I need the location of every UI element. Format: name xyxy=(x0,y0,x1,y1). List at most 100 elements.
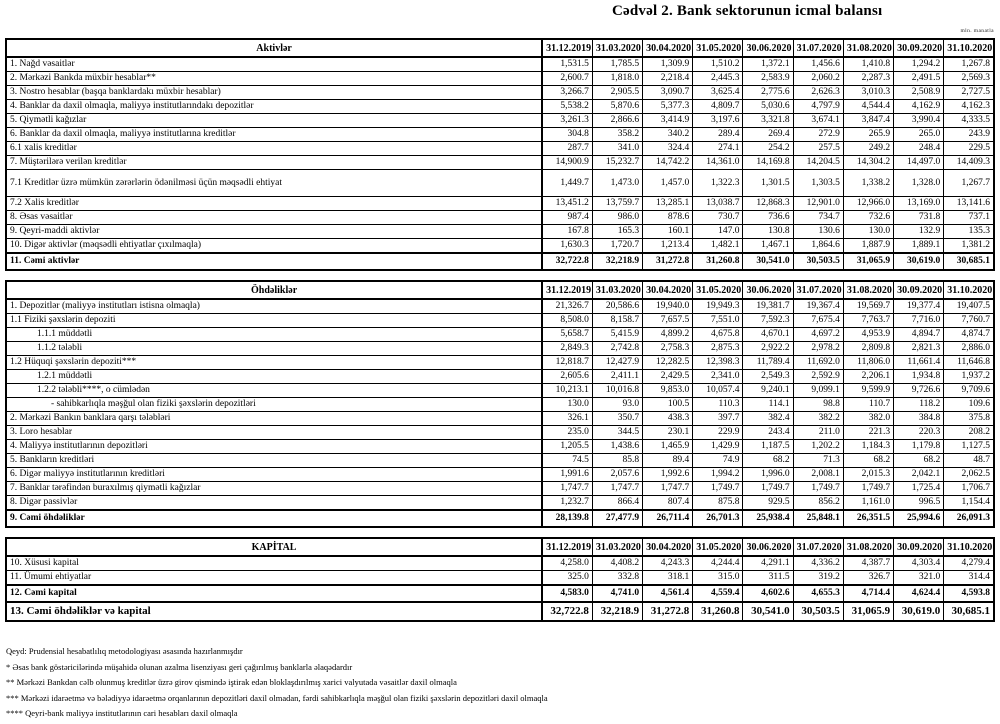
value-cell: 25,848.1 xyxy=(792,509,844,528)
balance-tables: Aktivlər 31.12.2019 31.03.2020 30.04.2020 31… xyxy=(5,38,995,631)
value-cell: 3,674.1 xyxy=(792,113,844,128)
value-cell: 135.3 xyxy=(943,224,995,239)
value-cell: 1,372.1 xyxy=(742,56,794,72)
value-cell: 100.5 xyxy=(642,397,694,412)
value-cell: 274.1 xyxy=(692,141,744,156)
table-row: 13. Cəmi öhdəliklər və kapital 32,722.8 32… xyxy=(5,601,995,622)
value-cell: 2,626.3 xyxy=(792,85,844,100)
row-label: 1. Depozitlər (maliyyə institutları isti… xyxy=(5,298,544,314)
value-cell: 254.2 xyxy=(742,141,794,156)
value-cell: 3,266.7 xyxy=(541,85,593,100)
value-cell: 1,996.0 xyxy=(742,467,794,482)
header-row: KAPİTAL 31.12.2019 31.03.2020 30.04.2020 31.… xyxy=(5,537,995,557)
value-cell: 7,716.0 xyxy=(893,313,945,328)
value-cell: 11,661.4 xyxy=(893,355,945,370)
value-cell: 4,899.2 xyxy=(642,327,694,342)
value-cell: 31,065.9 xyxy=(842,601,895,622)
value-cell: 3,197.6 xyxy=(692,113,744,128)
value-cell: 340.2 xyxy=(642,127,694,142)
table-row: 11. Cəmi aktivlər 32,722.8 32,218.9 31,272.… xyxy=(5,252,995,271)
value-cell: 4,894.7 xyxy=(893,327,945,342)
value-cell: 68.2 xyxy=(742,453,794,468)
value-cell: 1,510.2 xyxy=(692,56,744,72)
table-row: 9. Qeyri-maddi aktivlər 167.8 165.3 160.1 14… xyxy=(5,224,995,239)
value-cell: 875.8 xyxy=(692,495,744,511)
table-row: 10. Xüsusi kapital 4,258.0 4,408.2 4,243.3 4… xyxy=(5,555,995,571)
value-cell: 30,541.0 xyxy=(742,601,794,622)
liabilities-table: Öhdəliklər 31.12.2019 31.03.2020 30.04.2020… xyxy=(5,280,995,528)
value-cell: 2,569.3 xyxy=(943,71,995,86)
value-cell: 4,624.4 xyxy=(893,584,945,603)
value-cell: 7,592.3 xyxy=(742,313,794,328)
value-cell: 438.3 xyxy=(642,411,694,426)
value-cell: 12,818.7 xyxy=(541,355,593,370)
value-cell: 4,583.0 xyxy=(541,584,593,603)
row-label: 1.1 Fiziki şəxslərin depoziti xyxy=(5,313,544,328)
value-cell: 13,451.2 xyxy=(541,196,593,211)
value-cell: 5,658.7 xyxy=(541,327,593,342)
value-cell: 315.0 xyxy=(692,570,744,586)
row-label: 1.1.2 tələbli xyxy=(5,341,544,356)
table-row: 6. Banklar da daxil olmaqla, maliyyə ins… xyxy=(5,127,995,142)
value-cell: 332.8 xyxy=(591,570,644,586)
value-cell: 4,697.2 xyxy=(792,327,844,342)
value-cell: 4,714.4 xyxy=(842,584,895,603)
table-row: 4. Banklar da daxil olmaqla, maliyyə ins… xyxy=(5,99,995,114)
value-cell: 2,411.1 xyxy=(591,369,644,384)
value-cell: 807.4 xyxy=(642,495,694,511)
column-header-date: 30.06.2020 xyxy=(742,38,794,58)
section-title: KAPİTAL xyxy=(5,537,544,557)
value-cell: 11,806.0 xyxy=(842,355,895,370)
value-cell: 2,849.3 xyxy=(541,341,593,356)
column-header-date: 30.04.2020 xyxy=(642,38,694,58)
value-cell: 2,605.6 xyxy=(541,369,593,384)
value-cell: 1,457.0 xyxy=(642,169,694,197)
value-cell: 2,445.3 xyxy=(692,71,744,86)
table-row: 6. Digər maliyyə institutlarının kreditl… xyxy=(5,467,995,482)
value-cell: 1,725.4 xyxy=(893,481,945,496)
value-cell: 4,544.4 xyxy=(842,99,895,114)
value-cell: 130.8 xyxy=(742,224,794,239)
value-cell: 1,322.3 xyxy=(692,169,744,197)
value-cell: 32,722.8 xyxy=(541,601,593,622)
value-cell: 25,994.6 xyxy=(893,509,945,528)
row-label: 1.2.2 tələbli****, o cümlədən xyxy=(5,383,544,398)
value-cell: 12,966.0 xyxy=(842,196,895,211)
column-header-date: 31.10.2020 xyxy=(943,537,995,557)
value-cell: 8,158.7 xyxy=(591,313,644,328)
value-cell: 2,922.2 xyxy=(742,341,794,356)
row-label: 4. Banklar da daxil olmaqla, maliyyə ins… xyxy=(5,99,544,114)
value-cell: 1,338.2 xyxy=(842,169,895,197)
value-cell: 32,218.9 xyxy=(591,252,644,271)
value-cell: 9,726.6 xyxy=(893,383,945,398)
value-cell: 2,821.3 xyxy=(893,341,945,356)
value-cell: 30,619.0 xyxy=(893,601,945,622)
row-label: 7. Müştərilərə verilən kreditlər xyxy=(5,155,544,170)
column-header-date: 31.10.2020 xyxy=(943,38,995,58)
value-cell: 1,309.9 xyxy=(642,56,694,72)
value-cell: 1,630.3 xyxy=(541,238,593,254)
value-cell: 384.8 xyxy=(893,411,945,426)
value-cell: 1,749.7 xyxy=(692,481,744,496)
value-cell: 13,141.6 xyxy=(943,196,995,211)
value-cell: 1,706.7 xyxy=(943,481,995,496)
column-header-date: 30.09.2020 xyxy=(893,537,945,557)
row-label: 1.1.1 müddətli xyxy=(5,327,544,342)
value-cell: 4,387.7 xyxy=(842,555,895,571)
value-cell: 19,381.7 xyxy=(742,298,794,314)
value-cell: 2,062.5 xyxy=(943,467,995,482)
value-cell: 1,301.5 xyxy=(742,169,794,197)
value-cell: 114.1 xyxy=(742,397,794,412)
value-cell: 2,727.5 xyxy=(943,85,995,100)
value-cell: 2,600.7 xyxy=(541,71,593,86)
value-cell: 5,377.3 xyxy=(642,99,694,114)
value-cell: 7,551.0 xyxy=(692,313,744,328)
value-cell: 248.4 xyxy=(893,141,945,156)
value-cell: 9,240.1 xyxy=(742,383,794,398)
value-cell: 5,870.6 xyxy=(591,99,644,114)
value-cell: 4,162.3 xyxy=(943,99,995,114)
row-label: 9. Qeyri-maddi aktivlər xyxy=(5,224,544,239)
value-cell: 30,503.5 xyxy=(792,601,844,622)
assets-table: Aktivlər 31.12.2019 31.03.2020 30.04.2020 31… xyxy=(5,38,995,271)
column-header-date: 30.04.2020 xyxy=(642,537,694,557)
